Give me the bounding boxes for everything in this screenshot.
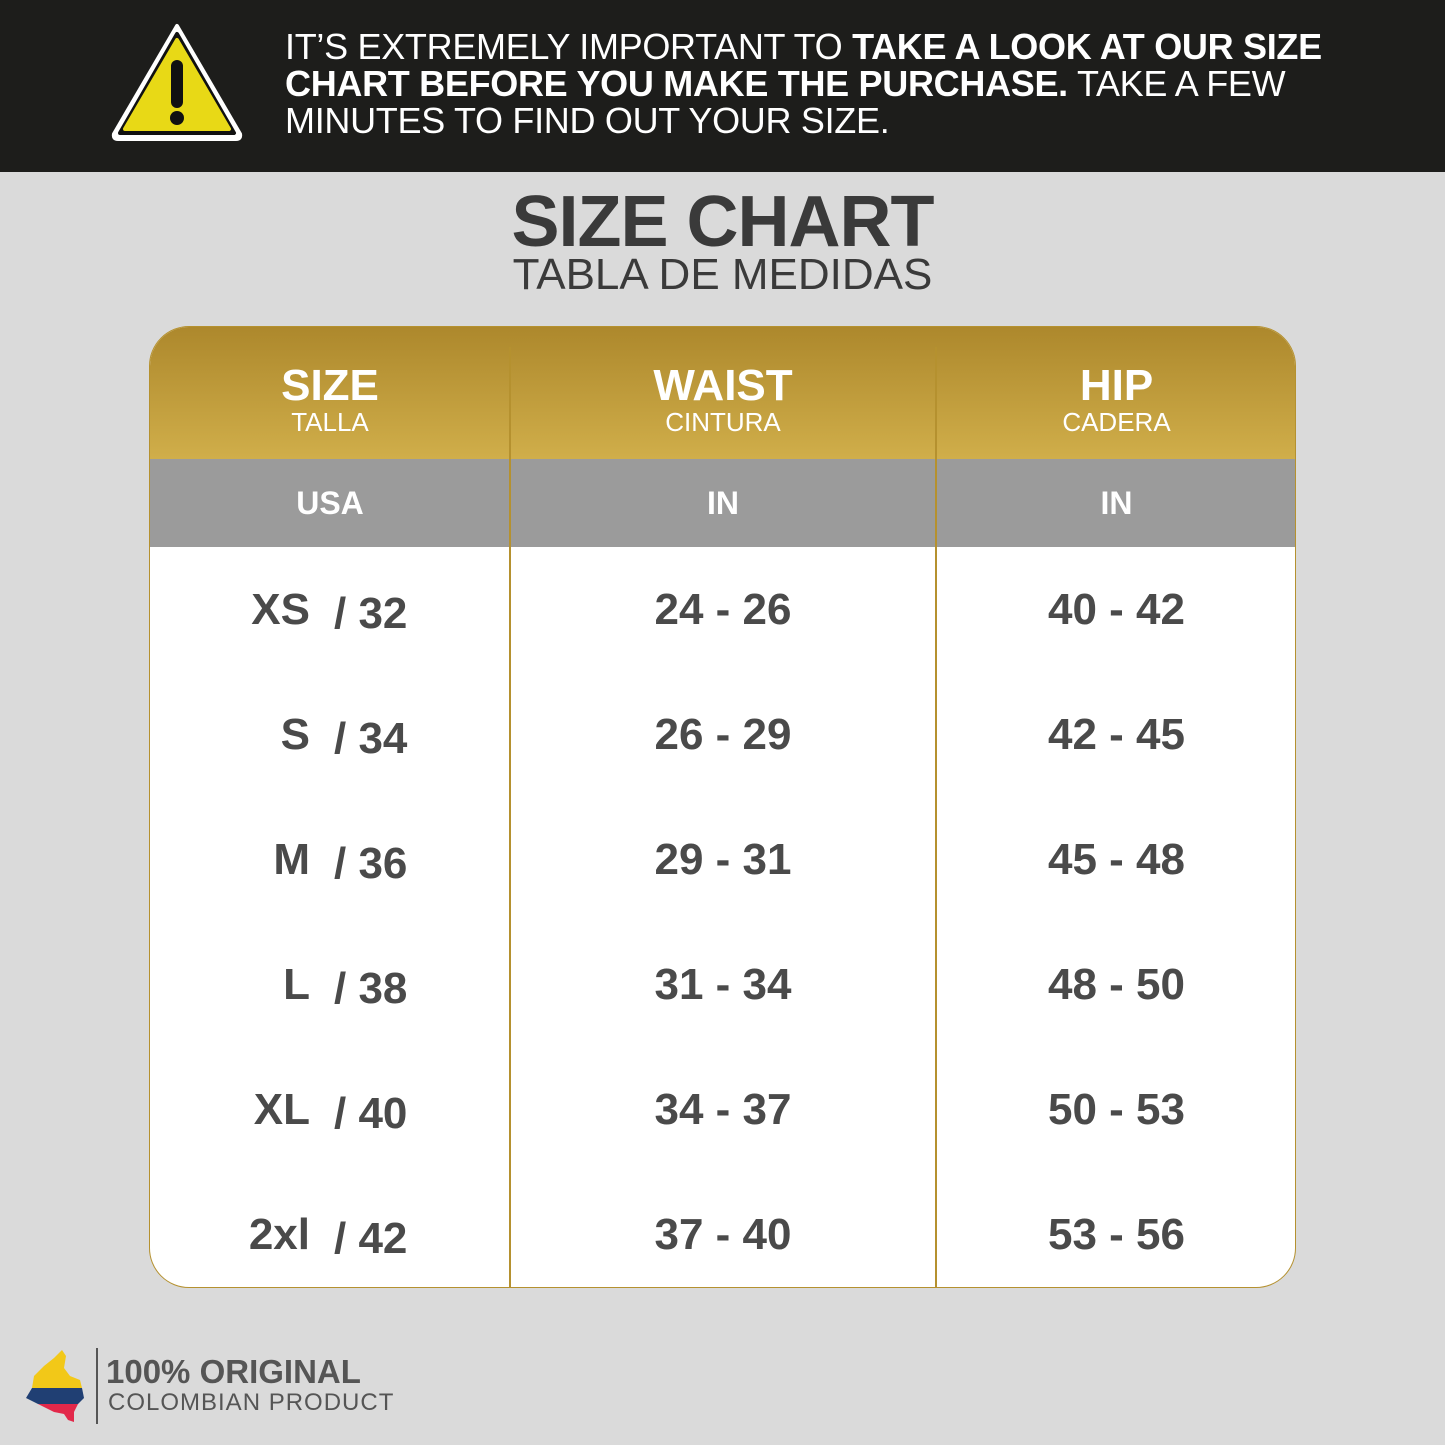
table-row: 2xl / 42 37 - 40 53 - 56 (150, 1172, 1295, 1287)
us-size: / 42 (334, 1214, 408, 1263)
header-waist: WAIST CINTURA (510, 327, 936, 459)
column-divider (509, 347, 511, 1287)
hip-cell: 48 - 50 (1048, 960, 1185, 1009)
hip-cell: 40 - 42 (1048, 585, 1185, 634)
waist-cell: 31 - 34 (654, 960, 792, 1009)
waist-cell: 37 - 40 (654, 1210, 792, 1259)
colombia-flag-map-icon (26, 1350, 84, 1422)
size-label: XS (251, 585, 310, 634)
notice-text: IT’S EXTREMELY IMPORTANT TO TAKE A LOOK … (285, 26, 1322, 141)
size-label: S (280, 710, 310, 759)
us-size: / 40 (334, 1089, 408, 1138)
warning-triangle-icon (111, 24, 243, 141)
unit-size: USA (150, 459, 510, 547)
page-title: SIZE CHART (511, 182, 935, 262)
footer-original: 100% ORIGINAL (106, 1353, 361, 1390)
table-row: M / 36 29 - 31 45 - 48 (150, 797, 1295, 922)
us-size: / 36 (334, 839, 408, 888)
footer-divider (96, 1348, 98, 1424)
waist-cell: 24 - 26 (654, 585, 792, 634)
warning-banner: IT’S EXTREMELY IMPORTANT TO TAKE A LOOK … (0, 0, 1445, 172)
size-label: M (273, 835, 310, 884)
waist-cell: 29 - 31 (654, 835, 792, 884)
size-label: L (283, 960, 310, 1009)
hip-cell: 45 - 48 (1048, 835, 1185, 884)
us-size: / 32 (334, 589, 408, 638)
table-row: S / 34 26 - 29 42 - 45 (150, 672, 1295, 797)
header-size: SIZE TALLA (150, 327, 510, 459)
table-row: XL / 40 34 - 37 50 - 53 (150, 1047, 1295, 1172)
size-label: 2xl (248, 1210, 310, 1259)
size-table: SIZE TALLA WAIST CINTURA HIP CADERA USA IN … (149, 326, 1296, 1288)
header-hip: HIP CADERA (936, 327, 1295, 459)
footer-colombian-product: COLOMBIAN PRODUCT (108, 1389, 395, 1416)
unit-waist: IN (510, 459, 936, 547)
hip-cell: 53 - 56 (1048, 1210, 1185, 1259)
unit-hip: IN (936, 459, 1295, 547)
waist-cell: 34 - 37 (654, 1085, 792, 1134)
column-divider (935, 347, 937, 1287)
hip-cell: 42 - 45 (1048, 710, 1185, 759)
page-subtitle: TABLA DE MEDIDAS (512, 250, 933, 299)
us-size: / 34 (334, 714, 408, 763)
table-row: L / 38 31 - 34 48 - 50 (150, 922, 1295, 1047)
size-label: XL (253, 1085, 310, 1134)
waist-cell: 26 - 29 (654, 710, 792, 759)
us-size: / 38 (334, 964, 408, 1013)
hip-cell: 50 - 53 (1048, 1085, 1185, 1134)
table-row: XS / 32 24 - 26 40 - 42 (150, 547, 1295, 672)
